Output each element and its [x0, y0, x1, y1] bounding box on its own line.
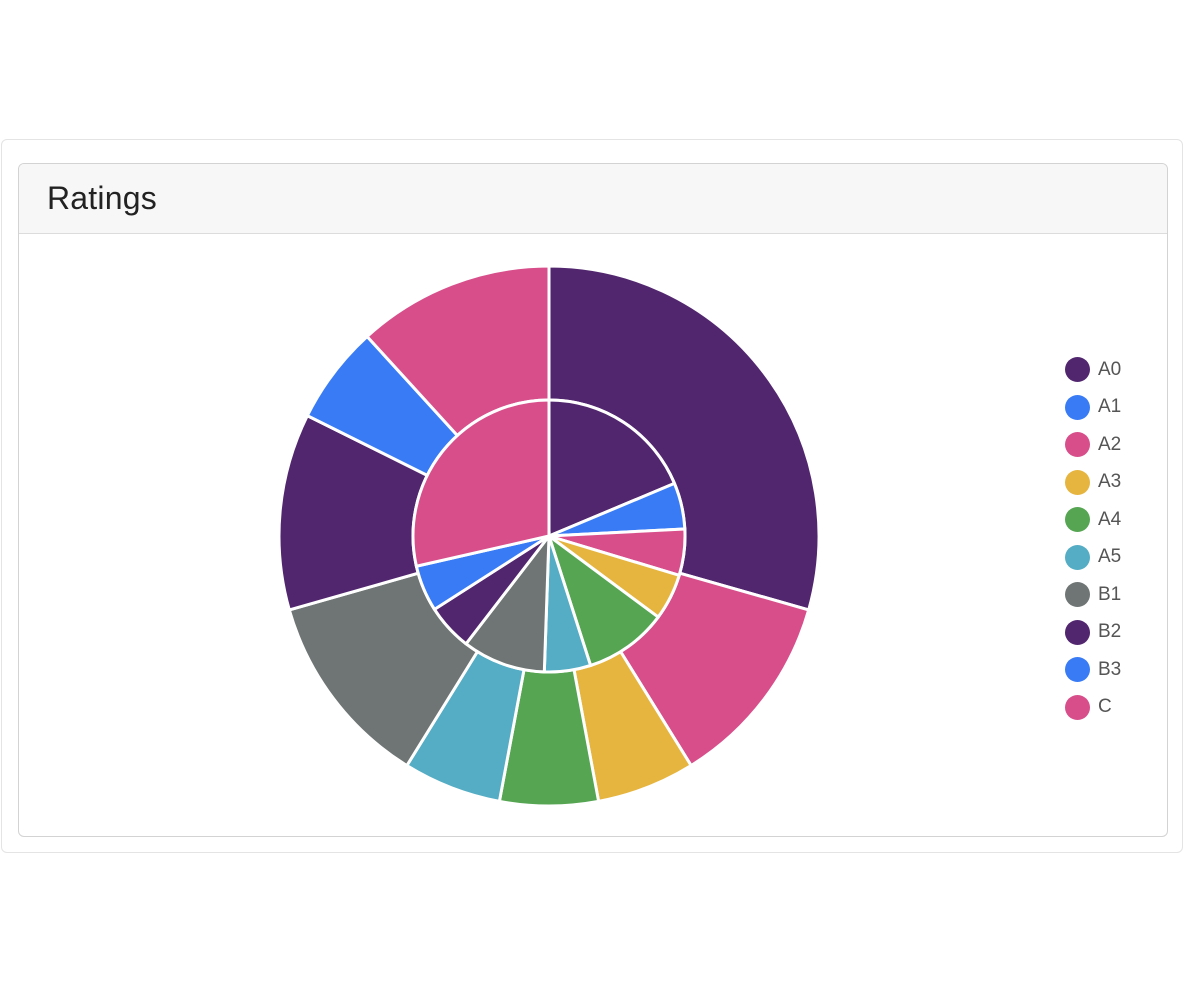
- legend-label: A0: [1098, 358, 1122, 380]
- inner-ring-slice-c[interactable]: [411, 398, 551, 569]
- legend-label: A3: [1098, 471, 1122, 493]
- legend-item-b1[interactable]: B1: [1065, 576, 1121, 614]
- legend-swatch: [1065, 394, 1090, 420]
- legend-label: A4: [1098, 508, 1122, 530]
- legend-label: A1: [1098, 396, 1122, 418]
- legend-label: A5: [1098, 546, 1122, 568]
- card-header: Ratings: [19, 164, 1167, 234]
- legend-swatch: [1065, 469, 1090, 495]
- inner-ring: [411, 398, 687, 674]
- inner-ring-slice-a4[interactable]: [546, 532, 661, 668]
- legend-label: B2: [1098, 621, 1122, 643]
- legend-item-a5[interactable]: A5: [1065, 539, 1121, 577]
- inner-ring-slice-a0[interactable]: [547, 398, 677, 539]
- legend-swatch: [1065, 357, 1090, 383]
- legend-item-a2[interactable]: A2: [1065, 426, 1121, 464]
- legend-swatch: [1065, 582, 1090, 608]
- ratings-donut-chart: [277, 264, 821, 808]
- legend-item-a1[interactable]: A1: [1065, 389, 1121, 427]
- legend-swatch: [1065, 544, 1090, 570]
- legend-item-c[interactable]: C: [1065, 689, 1121, 727]
- legend-label: B3: [1098, 658, 1122, 680]
- legend-item-a4[interactable]: A4: [1065, 501, 1121, 539]
- legend-swatch: [1065, 657, 1090, 683]
- legend-item-a3[interactable]: A3: [1065, 464, 1121, 502]
- chart-legend: A0 A1 A2 A3 A4 A5 B1 B2 B3 C: [1065, 351, 1121, 726]
- legend-swatch: [1065, 619, 1090, 645]
- card-title: Ratings: [47, 180, 157, 216]
- legend-item-a0[interactable]: A0: [1065, 351, 1121, 389]
- legend-swatch: [1065, 507, 1090, 533]
- legend-item-b3[interactable]: B3: [1065, 651, 1121, 689]
- legend-swatch: [1065, 432, 1090, 458]
- legend-item-b2[interactable]: B2: [1065, 614, 1121, 652]
- ratings-card: Ratings A0 A1 A2 A3 A4 A5 B1 B2 B3 C: [18, 163, 1168, 837]
- inner-ring-slice-b1[interactable]: [463, 531, 551, 674]
- legend-label: A2: [1098, 433, 1122, 455]
- legend-swatch: [1065, 694, 1090, 720]
- legend-label: B1: [1098, 583, 1122, 605]
- legend-label: C: [1098, 696, 1112, 718]
